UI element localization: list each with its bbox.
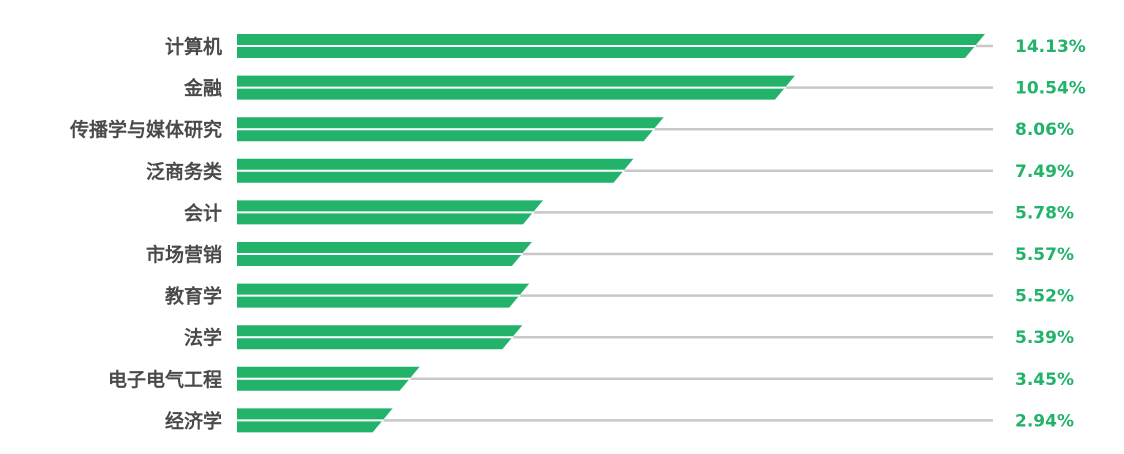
bar-row: 法学 5.39%: [184, 325, 1074, 350]
category-label: 会计: [184, 201, 222, 224]
bar-row: 计算机 14.13%: [165, 34, 1086, 58]
category-label: 电子电气工程: [108, 368, 222, 391]
category-label: 计算机: [165, 35, 222, 58]
bar-row: 会计 5.78%: [184, 200, 1074, 225]
value-label: 14.13%: [1015, 37, 1086, 57]
value-label: 10.54%: [1015, 79, 1086, 99]
bar-row: 经济学 2.94%: [165, 408, 1074, 433]
category-label: 教育学: [165, 285, 222, 308]
bar-row: 电子电气工程 3.45%: [108, 366, 1074, 391]
category-label: 泛商务类: [146, 160, 222, 183]
value-label: 5.78%: [1015, 203, 1074, 223]
category-label: 市场营销: [146, 243, 222, 266]
bar-row: 传播学与媒体研究 8.06%: [69, 117, 1074, 142]
bar-row: 金融 10.54%: [183, 75, 1086, 100]
bar-row: 教育学 5.52%: [165, 283, 1074, 308]
value-label: 8.06%: [1015, 120, 1074, 140]
value-label: 5.39%: [1015, 328, 1074, 348]
bar-row: 市场营销 5.57%: [146, 242, 1074, 266]
value-label: 5.57%: [1015, 245, 1074, 265]
category-label: 传播学与媒体研究: [69, 118, 222, 141]
category-label: 经济学: [165, 409, 222, 432]
category-label: 法学: [184, 326, 222, 349]
value-label: 3.45%: [1015, 370, 1074, 390]
category-label: 金融: [183, 77, 222, 100]
value-label: 5.52%: [1015, 287, 1074, 307]
bar-row: 泛商务类 7.49%: [146, 158, 1074, 183]
value-label: 2.94%: [1015, 411, 1074, 431]
value-label: 7.49%: [1015, 162, 1074, 182]
